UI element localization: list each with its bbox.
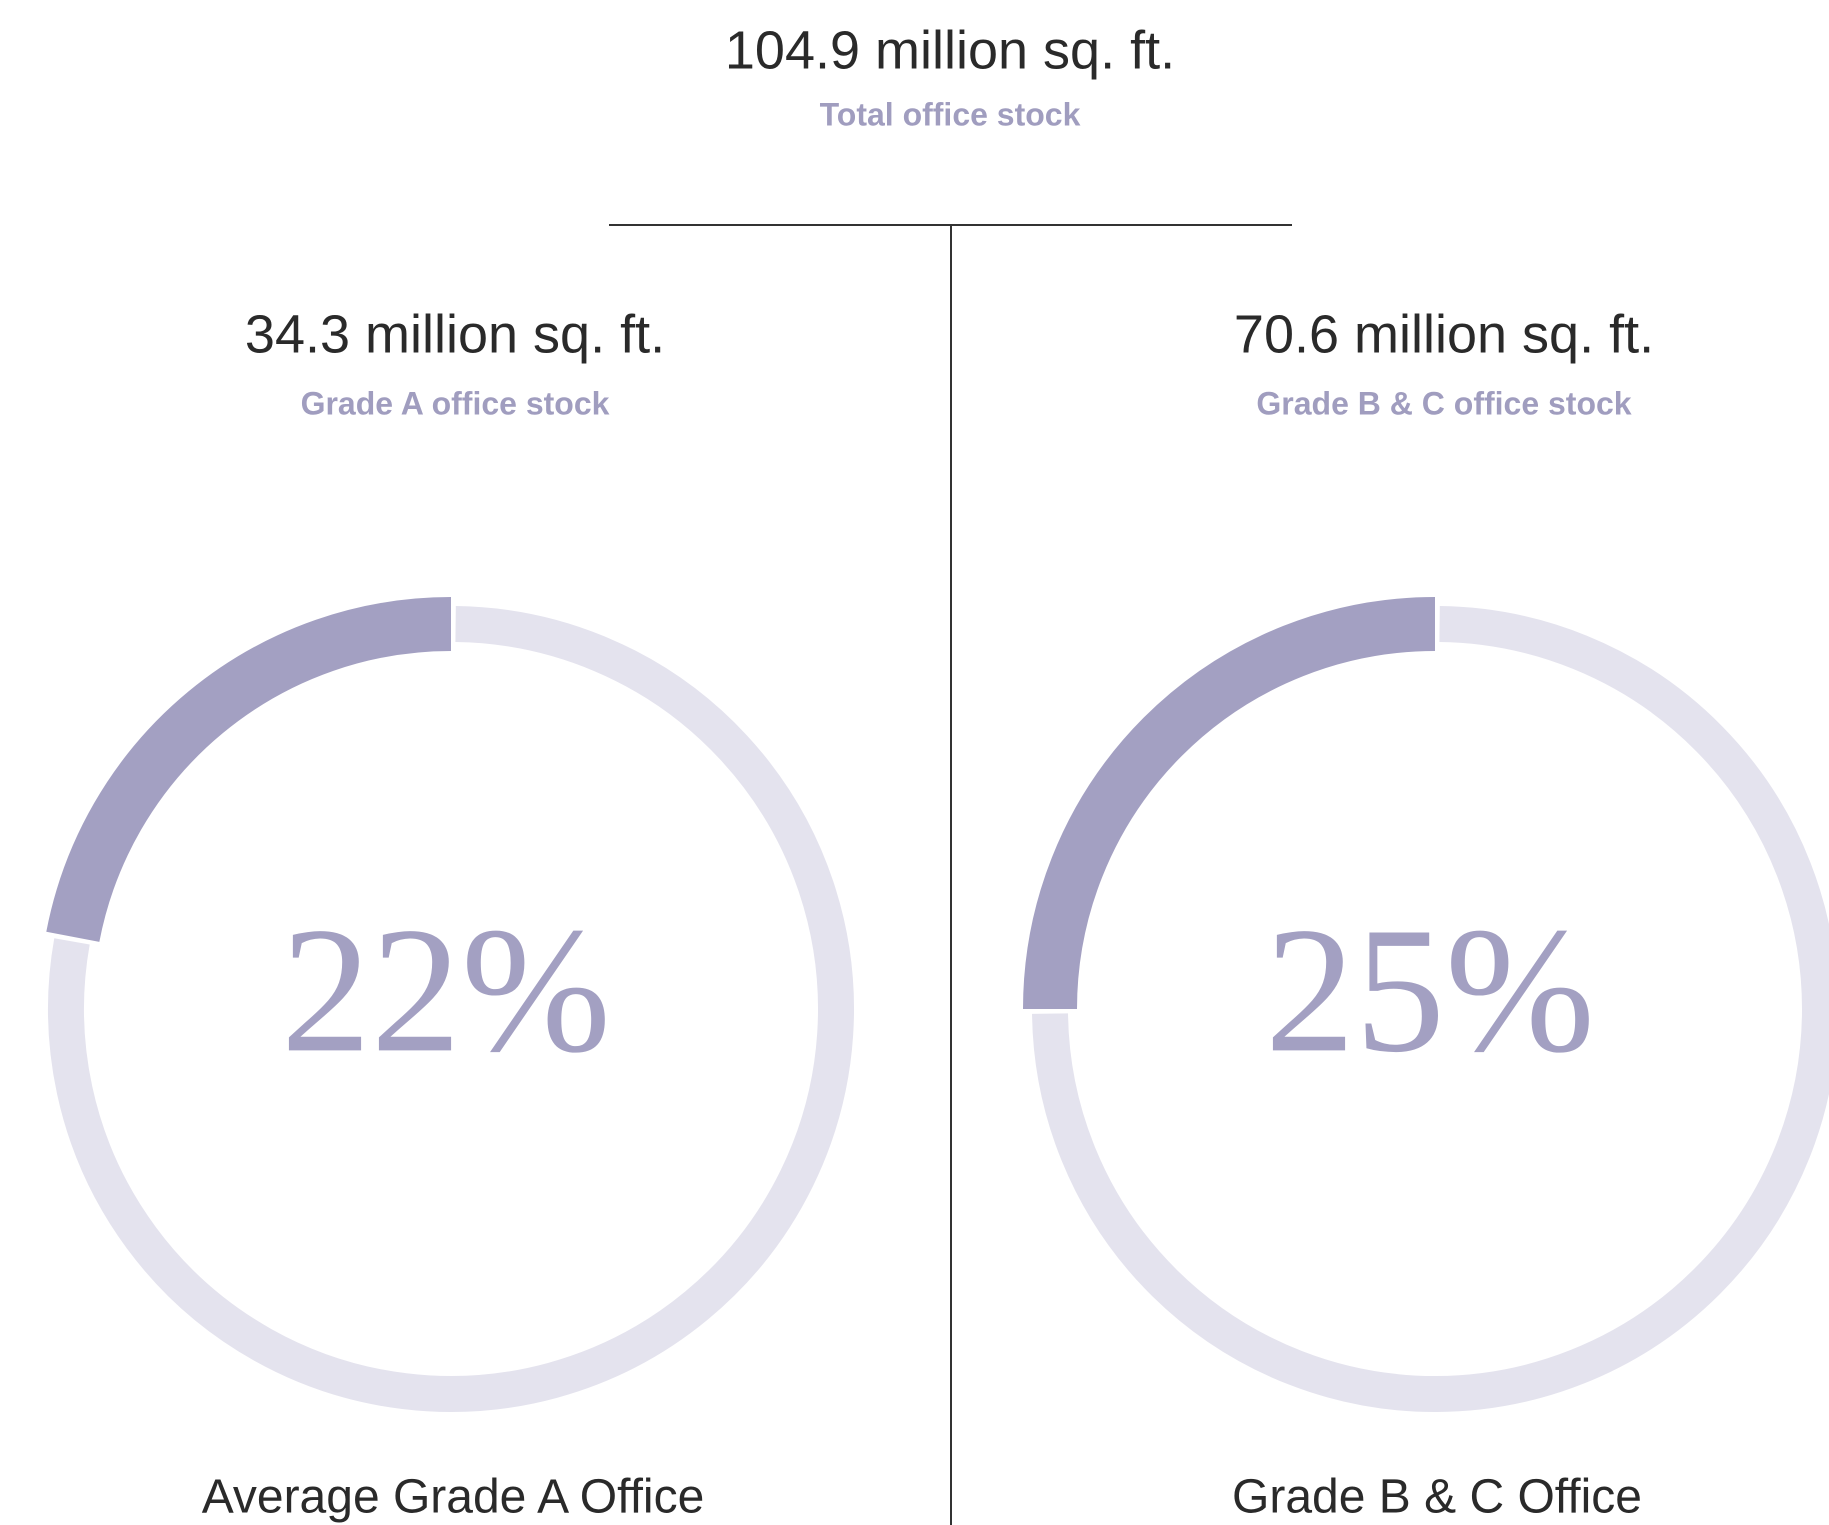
segment-label: Grade A office stock [301, 385, 610, 421]
total-stock: 104.9 million sq. ft. [725, 20, 1175, 80]
segment-total: 34.3 million sq. ft. [245, 304, 665, 364]
gauge-percent: 22% [281, 890, 611, 1089]
gauge-arc [1023, 597, 1436, 1010]
segment-caption: Grade B & C Office [1232, 1471, 1642, 1524]
gauge-percent: 25% [1265, 890, 1595, 1089]
segment-caption: Average Grade A Office [202, 1471, 705, 1524]
segment-total: 70.6 million sq. ft. [1234, 304, 1654, 364]
gauge-track [48, 606, 854, 1412]
segment-label: Grade B & C office stock [1256, 385, 1631, 421]
gauge-arc [46, 597, 452, 942]
total-stock-label: Total office stock [820, 96, 1081, 132]
gauge-track [1032, 606, 1829, 1412]
